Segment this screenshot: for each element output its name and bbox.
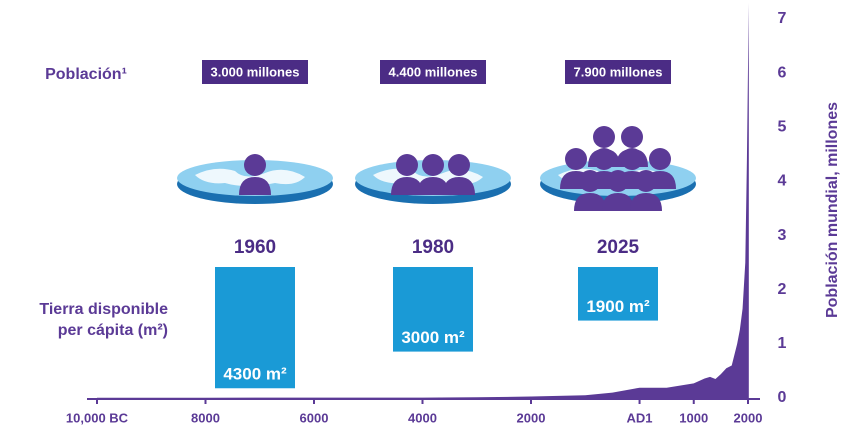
x-tick-label: 2000: [734, 410, 763, 425]
population-value: 3.000 millones: [211, 64, 300, 79]
person-icon: [579, 170, 601, 192]
x-tick-label: 4000: [408, 410, 437, 425]
land-bar: [215, 267, 295, 389]
land-bar: [578, 267, 658, 321]
person-icon: [593, 126, 615, 148]
person-icon: [630, 193, 662, 211]
person-icon: [621, 148, 643, 170]
y-tick-label: 3: [778, 227, 787, 244]
y-tick-label: 5: [778, 119, 787, 136]
x-tick-label: 1000: [679, 410, 708, 425]
person-icon: [443, 177, 475, 195]
year-label: 1980: [412, 237, 454, 258]
person-icon: [417, 177, 449, 195]
globe: [355, 154, 511, 204]
globe: [540, 126, 696, 211]
person-icon: [621, 126, 643, 148]
person-icon: [396, 154, 418, 176]
person-icon: [607, 170, 629, 192]
x-tick-label: 6000: [300, 410, 329, 425]
person-icon: [391, 177, 423, 195]
population-badge: [380, 60, 486, 84]
land-label: per cápita (m²): [58, 322, 168, 339]
y-tick-label: 4: [778, 173, 787, 190]
x-tick-label: AD1: [627, 410, 653, 425]
person-icon: [565, 148, 587, 170]
person-icon: [574, 193, 606, 211]
person-icon: [649, 148, 671, 170]
population-badge: [565, 60, 671, 84]
land-value: 1900 m²: [586, 297, 650, 316]
year-label: 1960: [234, 237, 276, 258]
globe-land: [195, 168, 305, 186]
year-label: 2025: [597, 237, 640, 258]
land-value: 4300 m²: [223, 365, 287, 384]
person-icon: [239, 177, 271, 195]
globe: [177, 154, 333, 204]
y-tick-label: 6: [778, 64, 787, 81]
land-value: 3000 m²: [401, 328, 465, 347]
population-value: 7.900 millones: [574, 64, 663, 79]
x-tick-label: 10,000 BC: [66, 410, 129, 425]
person-icon: [422, 154, 444, 176]
population-value: 4.400 millones: [389, 64, 478, 79]
land-bar: [393, 267, 473, 352]
y-axis-label: Población mundial, millones: [824, 102, 841, 318]
person-icon: [602, 193, 634, 211]
y-tick-label: 2: [778, 281, 787, 298]
person-icon: [635, 170, 657, 192]
population-badge: [202, 60, 308, 84]
x-tick-label: 8000: [191, 410, 220, 425]
y-tick-label: 1: [778, 335, 787, 352]
y-tick-label: 7: [778, 10, 787, 27]
person-icon: [593, 148, 615, 170]
population-label: Población¹: [45, 66, 127, 83]
x-tick-label: 2000: [517, 410, 546, 425]
person-icon: [244, 154, 266, 176]
person-icon: [448, 154, 470, 176]
land-label: Tierra disponible: [39, 301, 168, 318]
y-tick-label: 0: [778, 389, 787, 406]
